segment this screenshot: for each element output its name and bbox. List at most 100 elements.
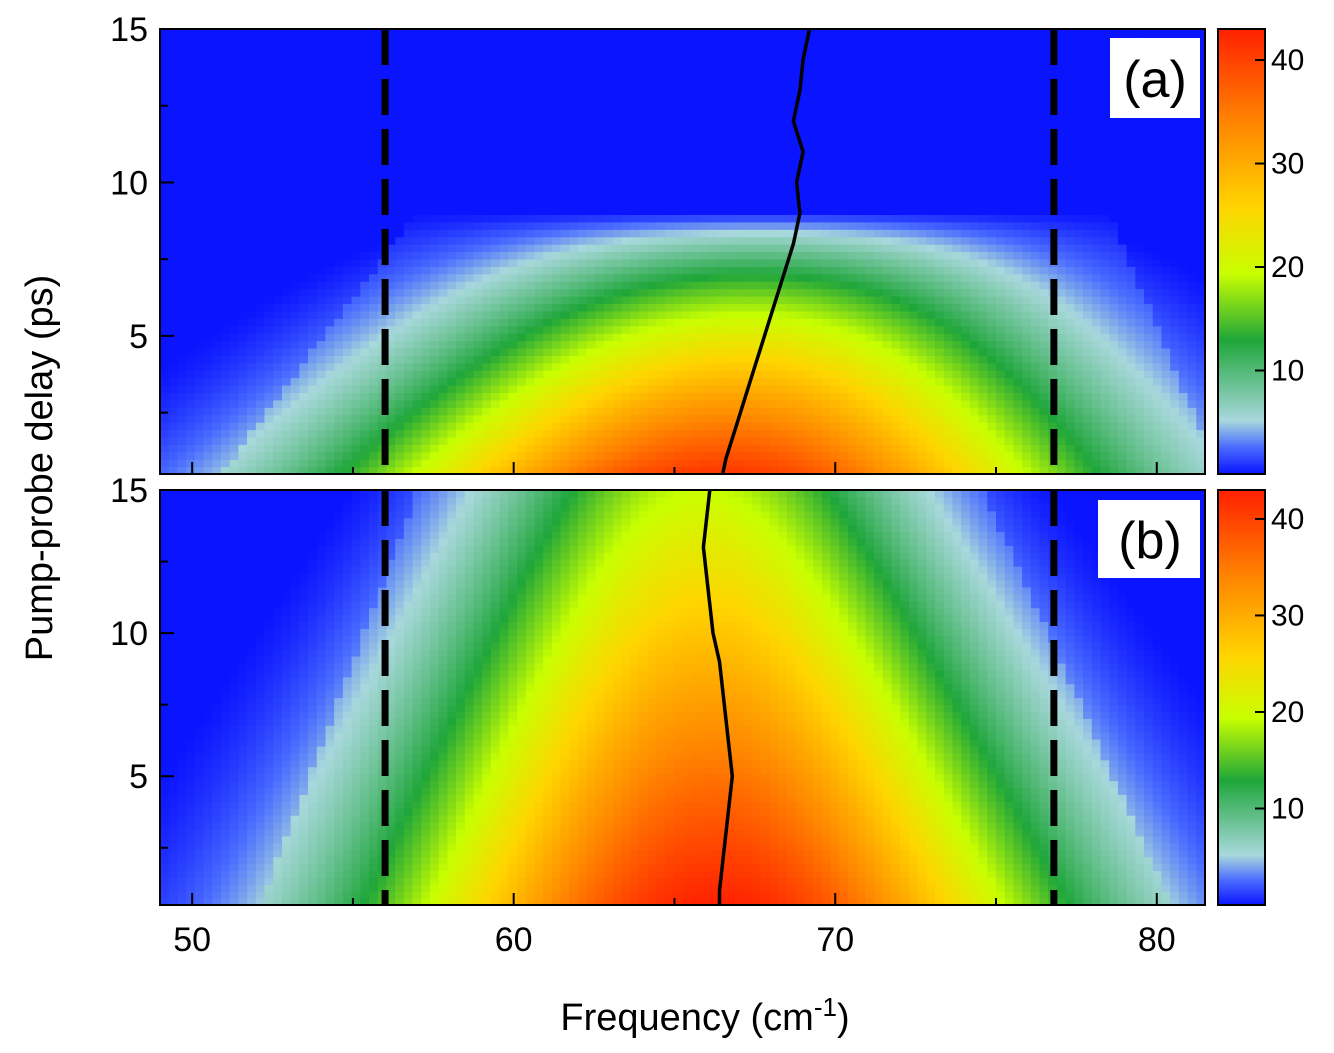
heatmap-cell — [1030, 273, 1041, 282]
heatmap-cell — [1065, 385, 1075, 394]
heatmap-cell — [255, 355, 266, 364]
heatmap-cell — [569, 281, 579, 290]
heatmap-cell — [935, 377, 945, 386]
heatmap-cell — [752, 221, 762, 230]
heatmap-cell — [316, 310, 327, 319]
heatmap-cell — [847, 169, 858, 178]
heatmap-cell — [1100, 192, 1110, 201]
heatmap-cell — [194, 325, 205, 334]
heatmap-cell — [952, 392, 962, 401]
heatmap-cell — [926, 199, 936, 208]
heatmap-cell — [1135, 214, 1145, 223]
heatmap-cell — [1109, 429, 1119, 438]
heatmap-cell — [891, 407, 901, 416]
heatmap-cell — [656, 325, 666, 334]
heatmap-cell — [935, 444, 945, 453]
heatmap-cell — [656, 370, 666, 379]
heatmap-cell — [1091, 392, 1102, 401]
heatmap-cell — [891, 422, 901, 431]
heatmap-cell — [621, 251, 631, 260]
heatmap-cell — [569, 399, 579, 408]
heatmap-cell — [996, 266, 1006, 275]
heatmap-cell — [160, 214, 170, 223]
heatmap-cell — [464, 244, 475, 253]
heatmap-cell — [569, 199, 579, 208]
heatmap-cell — [647, 266, 657, 275]
heatmap-cell — [760, 207, 771, 216]
heatmap-cell — [874, 199, 884, 208]
heatmap-cell — [691, 162, 701, 171]
heatmap-cell — [769, 199, 779, 208]
heatmap-cell — [525, 169, 536, 178]
heatmap-cell — [177, 399, 187, 408]
heatmap-cell — [299, 266, 309, 275]
heatmap-cell — [996, 251, 1006, 260]
heatmap-cell — [238, 355, 248, 364]
heatmap-cell — [490, 251, 501, 260]
heatmap-cell — [943, 459, 954, 468]
heatmap-cell — [490, 169, 501, 178]
heatmap-cell — [525, 399, 536, 408]
heatmap-cell — [673, 192, 684, 201]
heatmap-cell — [247, 199, 257, 208]
heatmap-cell — [560, 399, 570, 408]
heatmap-cell — [926, 229, 936, 238]
heatmap-cell — [717, 207, 727, 216]
heatmap-cell — [499, 162, 509, 171]
heatmap-cell — [1074, 199, 1084, 208]
heatmap-cell — [804, 377, 814, 386]
heatmap-cell — [578, 273, 588, 282]
heatmap-cell — [778, 177, 788, 186]
heatmap-cell — [543, 288, 553, 297]
heatmap-cell — [673, 281, 684, 290]
heatmap-cell — [1004, 325, 1015, 334]
heatmap-cell — [1091, 444, 1102, 453]
heatmap-cell — [473, 192, 483, 201]
heatmap-cell — [1178, 251, 1189, 260]
heatmap-cell — [908, 251, 919, 260]
heatmap-cell — [351, 281, 361, 290]
heatmap-cell — [656, 333, 666, 342]
heatmap-cell — [647, 199, 657, 208]
heatmap-cell — [386, 370, 396, 379]
heatmap-cell — [1109, 422, 1119, 431]
heatmap-cell — [525, 258, 536, 267]
heatmap-cell — [717, 333, 727, 342]
heatmap-cell — [935, 436, 945, 445]
heatmap-cell — [1004, 451, 1015, 460]
heatmap-cell — [247, 333, 257, 342]
heatmap-cell — [891, 273, 901, 282]
heatmap-cell — [264, 288, 274, 297]
heatmap-cell — [1100, 258, 1110, 267]
heatmap-cell — [865, 377, 875, 386]
heatmap-cell — [1039, 444, 1049, 453]
heatmap-cell — [1013, 444, 1023, 453]
heatmap-cell — [429, 229, 440, 238]
heatmap-cell — [238, 407, 248, 416]
heatmap-cell — [595, 177, 605, 186]
heatmap-cell — [996, 466, 1006, 474]
heatmap-cell — [752, 244, 762, 253]
heatmap-cell — [1100, 169, 1110, 178]
heatmap-cell — [160, 281, 170, 290]
heatmap-cell — [273, 229, 283, 238]
heatmap-cell — [1109, 310, 1119, 319]
heatmap-cell — [630, 436, 640, 445]
heatmap-cell — [813, 273, 823, 282]
heatmap-cell — [821, 296, 832, 305]
heatmap-cell — [839, 444, 849, 453]
heatmap-cell — [342, 340, 353, 349]
heatmap-cell — [1135, 392, 1145, 401]
heatmap-cell — [874, 407, 884, 416]
heatmap-cell — [560, 288, 570, 297]
heatmap-cell — [334, 258, 344, 267]
heatmap-cell — [682, 258, 692, 267]
heatmap-cell — [212, 377, 222, 386]
heatmap-cell — [1187, 177, 1197, 186]
heatmap-cell — [325, 355, 335, 364]
heatmap-cell — [578, 385, 588, 394]
heatmap-cell — [604, 377, 614, 386]
heatmap-cell — [508, 266, 518, 275]
heatmap-cell — [255, 236, 266, 245]
heatmap-cell — [1126, 451, 1136, 460]
